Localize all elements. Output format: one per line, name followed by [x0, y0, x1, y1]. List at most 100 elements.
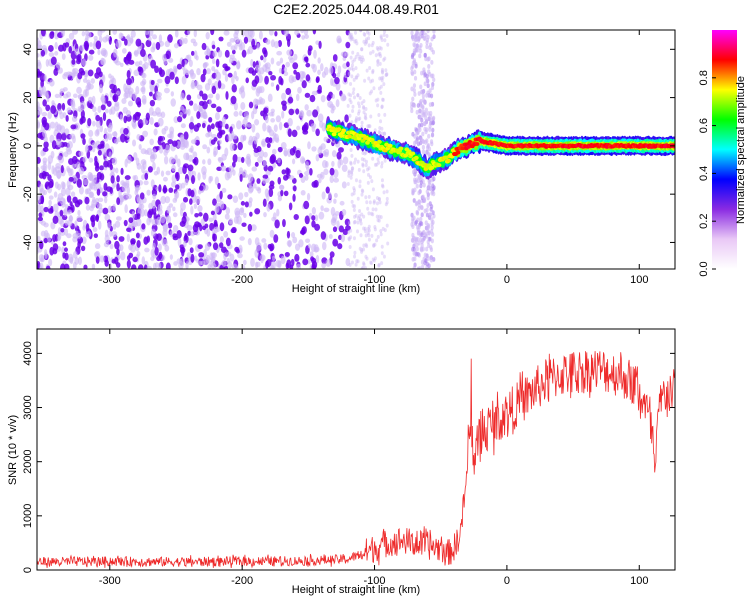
- spectrogram-noise-point: [361, 189, 365, 194]
- spectrogram-noise-point: [425, 246, 429, 252]
- spectrogram-noise-point: [317, 57, 321, 64]
- spectrogram-noise-point: [248, 101, 254, 109]
- spectrogram-noise-point: [368, 65, 372, 70]
- colorbar-tick-label: 0.4: [698, 166, 710, 181]
- spectrogram-noise-point: [371, 49, 375, 54]
- spectrogram-noise-point: [218, 139, 222, 145]
- spectrogram-noise-point: [38, 44, 43, 50]
- spectrogram-noise-point: [135, 185, 141, 191]
- spectrogram-noise-point: [411, 256, 415, 262]
- spectrogram-noise-point: [174, 191, 178, 201]
- spectrogram-noise-point: [378, 61, 382, 66]
- spectrogram-noise-point: [64, 128, 70, 136]
- spectrogram-noise-point: [114, 240, 120, 250]
- spectrogram-noise-point: [333, 192, 338, 198]
- spectrogram-noise-point: [193, 156, 199, 166]
- spectrogram-noise-point: [188, 59, 193, 68]
- spectrogram-noise-point: [421, 149, 426, 155]
- spectrogram-noise-point: [163, 155, 169, 165]
- spectrogram-noise-point: [382, 131, 386, 136]
- spectrogram-noise-point: [220, 129, 226, 135]
- spectrogram-noise-point: [40, 49, 46, 57]
- spectrogram-noise-point: [367, 31, 371, 36]
- spectrogram-noise-point: [375, 201, 379, 206]
- spectrogram-noise-point: [336, 72, 341, 78]
- spectrogram-noise-point: [245, 77, 249, 84]
- spectrogram-noise-point: [77, 256, 83, 266]
- spectrogram-noise-point: [283, 190, 289, 197]
- spectrogram-noise-point: [186, 94, 192, 101]
- spectrogram-y-tick-label: 0: [22, 143, 34, 149]
- spectrogram-noise-point: [158, 145, 164, 154]
- spectrogram-noise-point: [291, 232, 296, 238]
- spectrogram-noise-point: [88, 96, 93, 103]
- spectrogram-noise-point: [354, 66, 358, 71]
- spectrogram-noise-point: [413, 239, 417, 245]
- spectrogram-noise-point: [139, 192, 145, 200]
- spectrogram-noise-point: [315, 77, 320, 84]
- spectrogram-noise-point: [208, 116, 213, 123]
- spectrogram-noise-point: [59, 197, 65, 205]
- spectrogram-noise-point: [311, 146, 317, 152]
- spectrogram-noise-point: [234, 30, 240, 35]
- spectrogram-noise-point: [383, 131, 387, 136]
- spectrogram-noise-point: [420, 110, 424, 115]
- spectrogram-noise-point: [371, 78, 375, 83]
- spectrogram-noise-point: [206, 228, 211, 237]
- spectrogram-noise-point: [102, 191, 108, 197]
- spectrogram-noise-point: [356, 220, 360, 225]
- spectrogram-noise-point: [430, 204, 434, 209]
- spectrogram-y-tick-label: -40: [22, 234, 34, 250]
- spectrogram-noise-point: [224, 213, 230, 220]
- spectrogram-noise-point: [50, 150, 55, 159]
- spectrogram-noise-point: [309, 167, 313, 176]
- spectrogram-noise-point: [120, 251, 126, 261]
- spectrogram-noise-point: [186, 252, 192, 259]
- spectrogram-noise-point: [413, 75, 418, 81]
- spectrogram-noise-point: [365, 244, 369, 249]
- spectrogram-noise-point: [50, 205, 54, 213]
- spectrogram-noise-point: [320, 95, 326, 103]
- spectrogram-noise-point: [385, 196, 389, 201]
- spectrogram-noise-point: [115, 39, 122, 49]
- spectrogram-noise-point: [300, 30, 305, 34]
- spectrogram-noise-point: [384, 202, 388, 207]
- spectrogram-noise-point: [410, 101, 414, 107]
- spectrogram-noise-point: [253, 136, 258, 145]
- spectrogram-noise-point: [42, 129, 46, 138]
- spectrogram-noise-point: [349, 93, 353, 98]
- spectrogram-noise-point: [187, 30, 191, 36]
- spectrogram-noise-point: [136, 239, 141, 248]
- spectrogram-noise-point: [157, 117, 164, 127]
- spectrogram-noise-point: [295, 93, 300, 102]
- spectrogram-noise-point: [207, 158, 212, 166]
- spectrogram-noise-point: [410, 54, 415, 60]
- spectrogram-noise-point: [179, 92, 185, 101]
- spectrogram-noise-point: [310, 123, 317, 129]
- spectrogram-noise-point: [287, 55, 294, 61]
- spectrogram-noise-point: [411, 131, 415, 137]
- spectrogram-noise-point: [42, 163, 48, 172]
- spectrogram-noise-point: [376, 47, 380, 52]
- spectrogram-noise-point: [231, 161, 236, 168]
- spectrogram-noise-point: [233, 111, 239, 117]
- spectrogram-noise-point: [320, 231, 327, 240]
- spectrogram-noise-point: [196, 68, 201, 76]
- spectrogram-noise-point: [432, 191, 436, 197]
- spectrogram-noise-point: [190, 38, 196, 44]
- spectrogram-noise-point: [95, 119, 101, 129]
- spectrogram-noise-point: [240, 102, 246, 111]
- spectrogram-noise-point: [316, 173, 323, 179]
- spectrogram-noise-point: [201, 225, 207, 231]
- spectrogram-noise-point: [221, 121, 226, 128]
- spectrogram-noise-point: [274, 219, 280, 229]
- spectrogram-noise-point: [37, 216, 43, 222]
- spectrogram-noise-point: [175, 184, 180, 190]
- spectrogram-noise-point: [382, 254, 386, 259]
- spectrogram-noise-point: [380, 178, 384, 183]
- figure-title: C2E2.2025.044.08.49.R01: [273, 1, 439, 17]
- spectrogram-noise-point: [49, 79, 55, 87]
- spectrogram-noise-point: [422, 36, 426, 41]
- spectrogram-noise-point: [141, 223, 146, 230]
- spectrogram-noise-point: [126, 155, 132, 164]
